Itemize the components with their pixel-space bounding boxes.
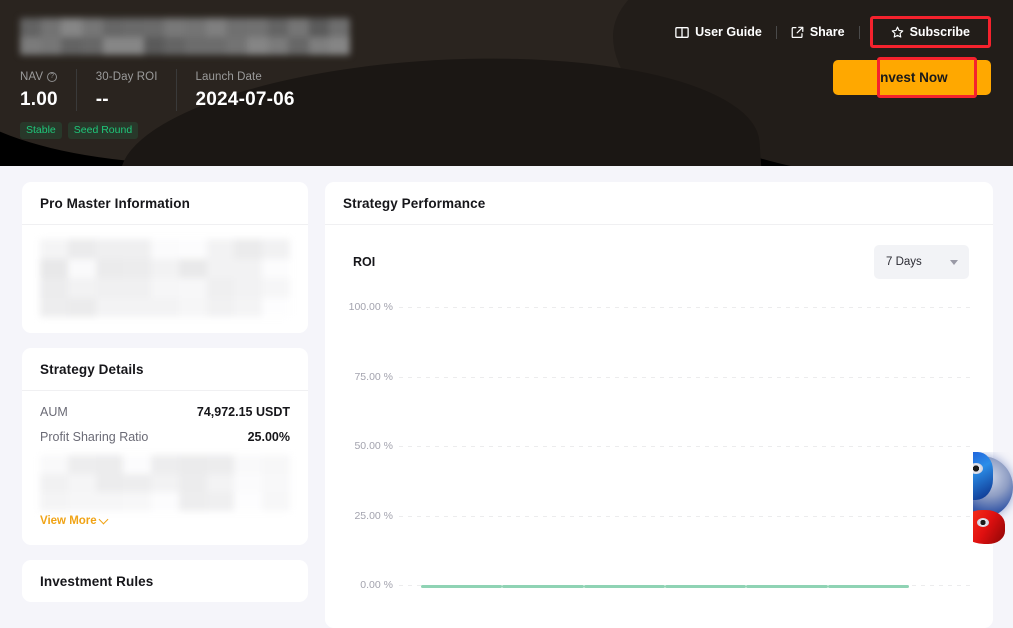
- gridline: [399, 446, 971, 447]
- strategy-details-card: Strategy Details AUM 74,972.15 USDT Prof…: [22, 348, 308, 545]
- stat-launch-date: Launch Date 2024-07-06: [176, 69, 313, 111]
- external-link-icon: [791, 26, 804, 39]
- detail-row-profit-sharing-ratio-value: 25.00%: [248, 430, 290, 444]
- stat-nav-label-text: NAV: [20, 71, 43, 83]
- period-select[interactable]: 7 Days: [874, 245, 969, 279]
- y-axis-tick-label: 50.00 %: [343, 440, 393, 452]
- invest-now-label: Invest Now: [876, 70, 947, 85]
- invest-now-button[interactable]: Invest Now: [833, 60, 991, 95]
- strategy-title-redacted: [20, 18, 350, 55]
- pro-master-information-redacted: [40, 239, 290, 317]
- detail-row-profit-sharing-ratio-key: Profit Sharing Ratio: [40, 430, 148, 444]
- status-badge-stable: Stable: [20, 122, 62, 139]
- gridline: [399, 307, 971, 308]
- divider-2: [859, 26, 860, 39]
- right-column: Strategy Performance ROI 7 Days 0.00 % 25…: [325, 182, 993, 628]
- investment-rules-card: Investment Rules: [22, 560, 308, 602]
- book-icon: [675, 26, 689, 39]
- view-more-button[interactable]: View More: [40, 515, 107, 527]
- strategy-performance-card: Strategy Performance ROI 7 Days 0.00 % 25…: [325, 182, 993, 628]
- pro-master-information-body: [22, 225, 308, 333]
- y-axis-tick-label: 100.00 %: [343, 301, 393, 313]
- detail-row-profit-sharing-ratio: Profit Sharing Ratio 25.00%: [40, 430, 290, 444]
- stat-30day-roi-label: 30-Day ROI: [96, 69, 158, 84]
- y-axis-tick-label: 75.00 %: [343, 371, 393, 383]
- hero-badges: Stable Seed Round: [20, 122, 991, 139]
- hero-actions: User Guide Share Subscribe: [661, 18, 991, 95]
- view-more-label: View More: [40, 515, 97, 527]
- pro-master-information-title: Pro Master Information: [22, 182, 308, 225]
- strategy-details-redacted: [40, 455, 290, 511]
- chart-line-segment: [502, 585, 583, 588]
- subscribe-label: Subscribe: [910, 25, 970, 39]
- detail-row-aum-value: 74,972.15 USDT: [197, 405, 290, 419]
- chevron-down-icon: [98, 514, 108, 524]
- hero-link-row: User Guide Share Subscribe: [661, 18, 991, 46]
- page-content: Pro Master Information Strategy Details …: [0, 166, 1013, 628]
- strategy-details-body: AUM 74,972.15 USDT Profit Sharing Ratio …: [22, 391, 308, 545]
- subscribe-highlight-box: Subscribe: [870, 16, 991, 48]
- gridline: [399, 377, 971, 378]
- chart-line-segment: [828, 585, 909, 588]
- stat-launch-date-label: Launch Date: [196, 69, 295, 84]
- chart-line-segment: [746, 585, 827, 588]
- share-label: Share: [810, 25, 845, 39]
- user-guide-label: User Guide: [695, 25, 762, 39]
- y-axis-tick-label: 0.00 %: [343, 579, 393, 591]
- share-link[interactable]: Share: [777, 20, 859, 44]
- detail-row-aum-key: AUM: [40, 405, 68, 419]
- invest-row: Invest Now: [661, 60, 991, 95]
- stat-launch-date-value: 2024-07-06: [196, 89, 295, 111]
- y-axis-tick-label: 25.00 %: [343, 510, 393, 522]
- strategy-performance-body: ROI 7 Days 0.00 % 25.00 % 50.00 % 75.00 % 10…: [325, 225, 993, 615]
- roi-line-chart: 0.00 % 25.00 % 50.00 % 75.00 % 100.00 %: [343, 295, 971, 615]
- strategy-performance-title: Strategy Performance: [325, 182, 993, 225]
- user-guide-link[interactable]: User Guide: [661, 20, 776, 44]
- pro-master-information-card: Pro Master Information: [22, 182, 308, 333]
- stat-nav-value: 1.00: [20, 89, 58, 111]
- stat-nav: NAV 1.00: [20, 69, 76, 111]
- stat-30day-roi-value: --: [96, 89, 158, 111]
- page-hero: NAV 1.00 30-Day ROI -- Launch Date 2024-…: [0, 0, 1013, 166]
- left-column: Pro Master Information Strategy Details …: [22, 182, 308, 628]
- star-icon: [891, 26, 904, 39]
- strategy-details-title: Strategy Details: [22, 348, 308, 391]
- period-select-value: 7 Days: [886, 256, 922, 268]
- roi-label: ROI: [353, 255, 375, 269]
- stat-nav-label: NAV: [20, 69, 58, 84]
- gridline: [399, 516, 971, 517]
- chart-toolbar: ROI 7 Days: [343, 245, 971, 279]
- info-icon[interactable]: [47, 72, 57, 82]
- status-badge-seed-round: Seed Round: [68, 122, 138, 139]
- subscribe-button[interactable]: Subscribe: [877, 20, 984, 44]
- chevron-down-icon: [950, 260, 958, 265]
- chart-line-segment: [421, 585, 502, 588]
- chart-line-segment: [665, 585, 746, 588]
- stat-30day-roi: 30-Day ROI --: [76, 69, 176, 111]
- chart-line-segment: [584, 585, 665, 588]
- detail-row-aum: AUM 74,972.15 USDT: [40, 405, 290, 419]
- investment-rules-title: Investment Rules: [22, 560, 308, 602]
